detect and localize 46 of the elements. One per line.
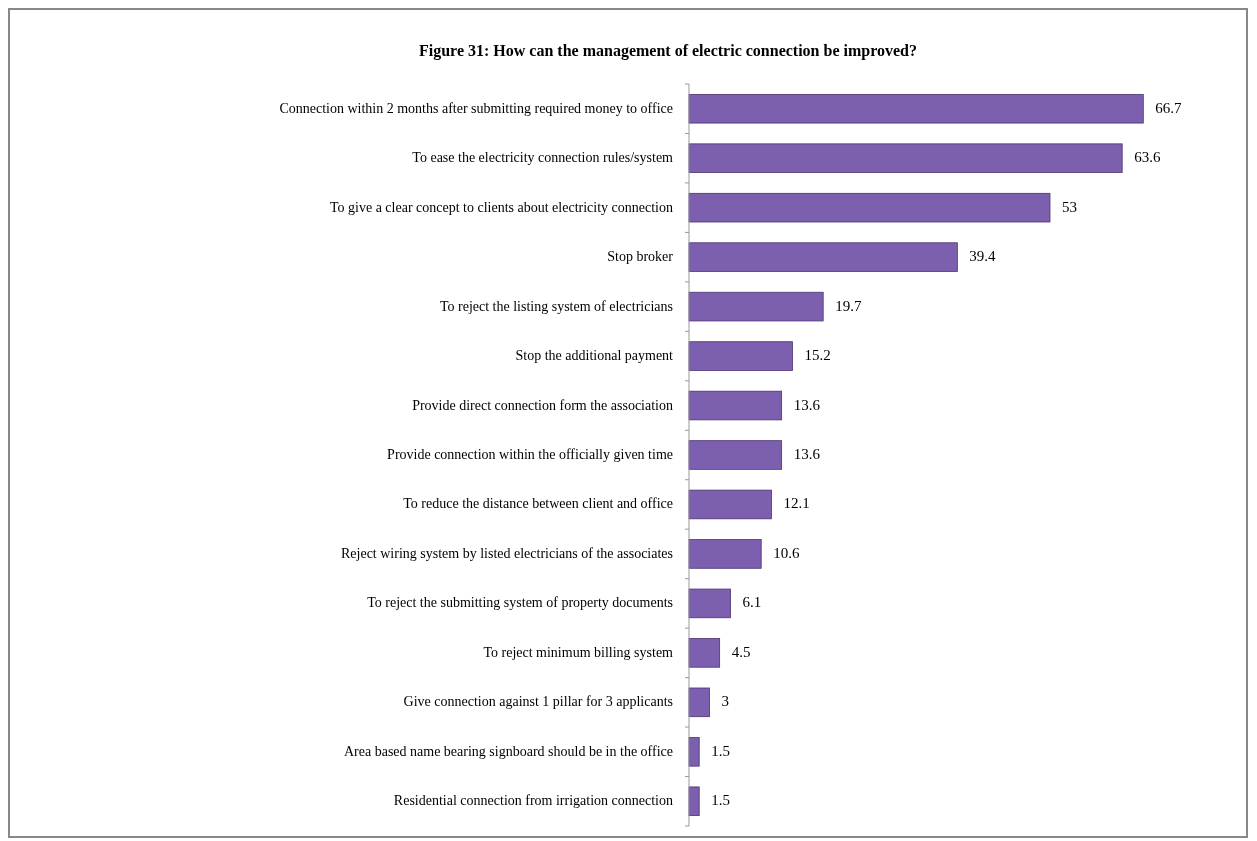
- y-tick-label: Provide direct connection form the association: [412, 397, 673, 413]
- data-label: 10.6: [773, 544, 800, 561]
- y-tick-label: To reject the listing system of electricians: [439, 298, 673, 314]
- y-tick-label: Stop broker: [607, 249, 674, 265]
- data-label: 66.7: [1155, 99, 1183, 116]
- bar: [688, 638, 721, 668]
- y-tick-label: Give connection against 1 pillar for 3 applicants: [403, 694, 673, 710]
- y-tick-label: Stop the additional payment: [515, 348, 674, 364]
- y-tick-label: Provide connection within the officially given time: [387, 447, 673, 462]
- bar: [688, 192, 1051, 223]
- bar: [688, 440, 783, 470]
- data-label: 1.5: [711, 792, 730, 809]
- data-label: 3: [721, 693, 729, 710]
- y-tick-label: To give a clear concept to clients about electricity connection: [329, 199, 673, 215]
- y-tick-label: To reduce the distance between client and office: [403, 496, 673, 512]
- bar: [688, 93, 1144, 124]
- bar: [688, 737, 700, 767]
- y-tick-label: To ease the electricity connection rules/system: [412, 150, 674, 166]
- data-label: 39.4: [969, 248, 997, 265]
- bar: [688, 687, 710, 718]
- bar: [688, 489, 772, 520]
- data-label: 12.1: [783, 495, 810, 512]
- bar: [688, 341, 793, 371]
- bar: [688, 291, 824, 322]
- y-tick-label: Connection within 2 months after submitting required money to office: [279, 100, 673, 116]
- data-label: 6.1: [742, 594, 762, 611]
- y-tick-label: Area based name bearing signboard should be in the office: [343, 743, 673, 759]
- data-label: 63.6: [1134, 149, 1161, 166]
- bar: [688, 390, 783, 421]
- data-label: 4.5: [731, 643, 751, 660]
- bar: [688, 588, 731, 619]
- y-tick-label: Residential connection from irrigation connection: [393, 793, 673, 809]
- data-label: 19.7: [835, 297, 862, 314]
- data-label: 13.6: [793, 396, 821, 413]
- data-label: 13.6: [793, 446, 821, 462]
- bar: [688, 143, 1123, 173]
- data-label: 1.5: [711, 742, 730, 759]
- data-label: 53: [1061, 198, 1077, 215]
- y-tick-label: To reject minimum billing system: [483, 644, 674, 660]
- bar: [688, 539, 762, 569]
- data-label: 15.2: [804, 347, 831, 364]
- bar: [688, 242, 958, 272]
- y-tick-label: To reject the submitting system of property documents: [367, 595, 673, 611]
- y-tick-label: Reject wiring system by listed electricians of the associates: [340, 545, 673, 561]
- chart-title: Figure 31: How can the management of electric connection be improved?: [419, 42, 917, 60]
- bar: [688, 786, 700, 817]
